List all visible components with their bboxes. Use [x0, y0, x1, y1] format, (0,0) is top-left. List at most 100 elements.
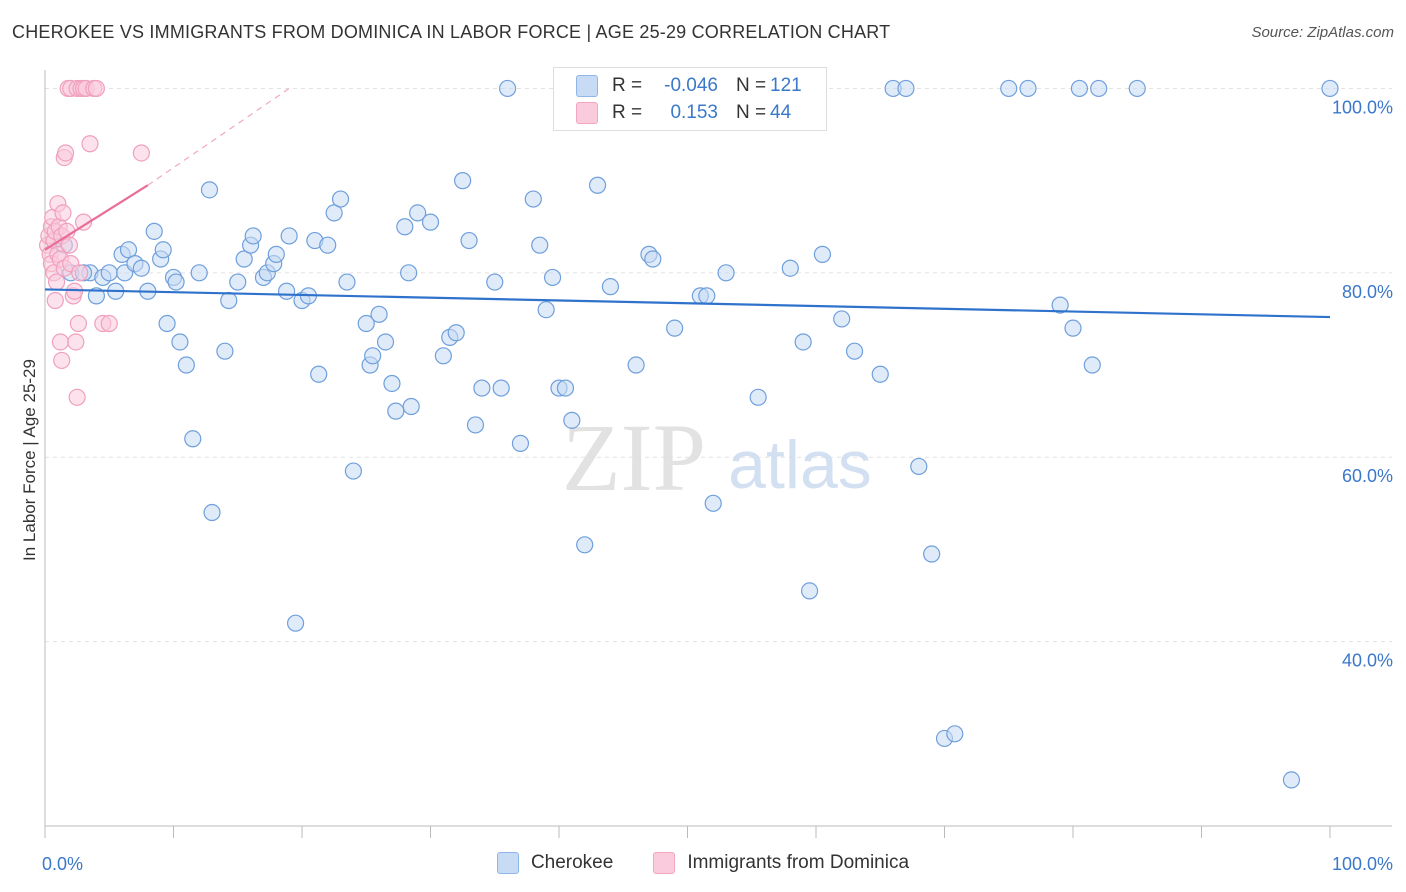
data-point-cherokee	[158, 314, 176, 333]
x-tick-label: 100.0%	[1332, 854, 1393, 874]
data-point-dominica	[132, 144, 150, 162]
data-point-cherokee	[244, 227, 262, 245]
data-point-cherokee	[267, 245, 285, 263]
series-legend-swatch	[496, 852, 519, 874]
chart-title: CHEROKEE VS IMMIGRANTS FROM DOMINICA IN …	[12, 22, 891, 42]
watermark-zip: ZIP	[562, 404, 706, 511]
y-tick-label: 80.0%	[1342, 282, 1393, 302]
data-point-dominica	[56, 144, 75, 162]
y-tick-label: 60.0%	[1342, 466, 1393, 486]
data-point-cherokee	[543, 268, 562, 287]
data-point-cherokee	[216, 342, 234, 360]
data-point-cherokee	[511, 434, 530, 452]
data-point-cherokee	[364, 347, 382, 365]
data-point-cherokee	[644, 250, 662, 268]
data-point-cherokee	[132, 259, 150, 277]
data-point-dominica	[53, 351, 71, 370]
data-point-dominica	[74, 213, 93, 231]
data-point-cherokee	[897, 79, 915, 98]
x-tick-label: 0.0%	[42, 854, 83, 874]
data-point-cherokee	[698, 287, 716, 305]
series-legend: Cherokee Immigrants from Dominica	[0, 852, 1406, 874]
data-point-cherokee	[357, 314, 375, 333]
legend-n-label: N =	[736, 102, 767, 123]
data-point-cherokee	[1051, 296, 1069, 314]
correlation-legend: R = -0.046 N = 121 R = 0.153 N = 44	[553, 67, 827, 131]
data-point-cherokee	[145, 222, 163, 240]
data-point-cherokee	[813, 245, 832, 263]
series-legend-swatch	[653, 852, 676, 874]
data-point-cherokee	[845, 342, 864, 360]
data-point-cherokee	[454, 172, 472, 190]
legend-swatch-dominica	[576, 102, 598, 124]
legend-row-cherokee: R = -0.046 N = 121	[576, 73, 802, 99]
trend-line-dominica	[44, 184, 149, 251]
data-point-dominica	[51, 333, 70, 351]
data-point-cherokee	[576, 536, 594, 554]
data-point-cherokee	[473, 379, 491, 397]
legend-n-value: 121	[770, 75, 802, 96]
series-legend-item-cherokee: Cherokee	[496, 852, 613, 874]
legend-n-value: 44	[770, 102, 792, 123]
data-point-cherokee	[402, 397, 420, 416]
data-point-cherokee	[781, 259, 799, 277]
data-point-cherokee	[601, 278, 620, 296]
data-point-cherokee	[387, 402, 405, 420]
legend-swatch-cherokee	[576, 75, 598, 97]
data-point-cherokee	[229, 273, 247, 291]
data-point-cherokee	[220, 291, 238, 310]
y-tick-label: 100.0%	[1332, 97, 1393, 117]
legend-r-value: -0.046	[664, 75, 718, 96]
legend-n-label: N =	[736, 75, 767, 96]
data-point-cherokee	[1083, 356, 1101, 374]
series-legend-label: Immigrants from Dominica	[687, 852, 910, 873]
legend-row-dominica: R = 0.153 N = 44	[576, 100, 791, 126]
data-point-cherokee	[800, 582, 819, 600]
data-point-cherokee	[119, 241, 138, 259]
data-point-cherokee	[627, 356, 645, 374]
data-point-cherokee	[421, 213, 440, 231]
source-label: Source: ZipAtlas.com	[1251, 24, 1394, 41]
data-point-dominica	[87, 79, 106, 98]
data-point-cherokee	[177, 356, 195, 374]
data-point-dominica	[100, 314, 118, 333]
data-point-cherokee	[167, 273, 185, 291]
data-point-cherokee	[1321, 79, 1339, 98]
data-point-dominica	[46, 291, 64, 310]
data-point-cherokee	[190, 264, 208, 282]
data-point-cherokee	[344, 462, 362, 480]
data-point-cherokee	[588, 176, 607, 194]
y-axis-label: In Labor Force | Age 25-29	[20, 359, 39, 561]
legend-r-value: 0.153	[670, 102, 718, 123]
data-point-cherokee	[447, 324, 465, 342]
data-point-cherokee	[383, 374, 401, 393]
data-point-cherokee	[171, 333, 189, 351]
data-point-cherokee	[100, 264, 118, 282]
data-point-cherokee	[376, 333, 395, 351]
data-point-cherokee	[1070, 79, 1089, 98]
data-point-cherokee	[946, 725, 964, 743]
data-point-cherokee	[910, 457, 928, 476]
data-point-dominica	[69, 314, 88, 333]
data-point-cherokee	[499, 79, 517, 98]
data-point-dominica	[67, 333, 85, 351]
data-point-cherokee	[486, 273, 504, 291]
data-point-cherokee	[460, 231, 478, 250]
data-point-cherokee	[1282, 771, 1301, 789]
data-point-cherokee	[531, 236, 549, 254]
data-point-dominica	[54, 204, 72, 222]
data-point-cherokee	[666, 319, 684, 337]
data-point-cherokee	[833, 310, 851, 328]
data-point-dominica	[68, 388, 86, 406]
legend-r-label: R =	[612, 75, 643, 96]
data-point-cherokee	[871, 365, 889, 383]
data-point-cherokee	[87, 287, 106, 305]
data-point-cherokee	[1090, 79, 1108, 98]
data-point-cherokee	[1019, 79, 1037, 98]
data-point-dominica	[81, 135, 99, 153]
data-point-cherokee	[286, 614, 305, 632]
data-point-cherokee	[1000, 79, 1018, 98]
data-point-dominica	[71, 264, 89, 282]
data-point-cherokee	[184, 430, 202, 448]
